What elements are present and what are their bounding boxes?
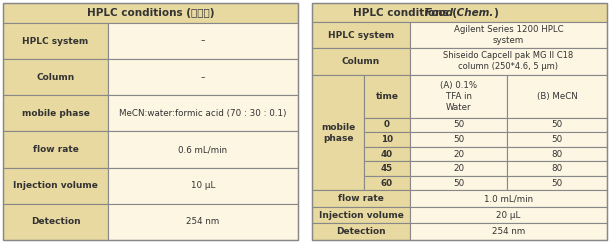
Text: (B) MeCN: (B) MeCN (537, 92, 578, 101)
Bar (364, 176, 410, 191)
Bar (312, 191, 410, 207)
Text: –: – (201, 73, 205, 82)
Bar (410, 48, 607, 75)
Bar (108, 204, 298, 240)
Bar (410, 22, 607, 48)
Text: 45: 45 (381, 164, 393, 173)
Text: 0: 0 (384, 120, 390, 130)
Bar (410, 161, 507, 176)
Bar (410, 207, 607, 224)
Bar (364, 147, 410, 161)
Bar (3, 95, 108, 131)
Bar (364, 118, 410, 132)
Text: 80: 80 (551, 164, 562, 173)
Bar (3, 168, 108, 204)
Text: Column: Column (342, 57, 380, 66)
Bar (3, 3, 298, 240)
Text: HPLC system: HPLC system (328, 31, 394, 40)
Text: 10: 10 (381, 135, 393, 144)
Text: HPLC conditions (공정서): HPLC conditions (공정서) (87, 8, 214, 18)
Text: 60: 60 (381, 179, 393, 188)
Bar (108, 59, 298, 95)
Text: 254 nm: 254 nm (187, 217, 220, 226)
Bar (3, 23, 108, 59)
Bar (108, 131, 298, 168)
Bar (410, 176, 507, 191)
Bar (3, 59, 108, 95)
Text: Column: Column (37, 73, 74, 82)
Text: 254 nm: 254 nm (492, 227, 525, 236)
Text: –: – (201, 37, 205, 46)
Bar (312, 3, 607, 22)
Bar (507, 161, 607, 176)
Text: ): ) (492, 8, 500, 18)
Bar (410, 147, 507, 161)
Bar (410, 191, 607, 207)
Text: HPLC system: HPLC system (23, 37, 88, 46)
Bar (108, 95, 298, 131)
Text: HPLC conditions (: HPLC conditions ( (353, 8, 459, 18)
Bar (410, 132, 507, 147)
Text: 20: 20 (453, 149, 464, 158)
Bar (364, 161, 410, 176)
Text: 50: 50 (453, 120, 464, 130)
Bar (312, 224, 410, 240)
Text: 50: 50 (551, 120, 562, 130)
Bar (312, 207, 410, 224)
Bar (364, 75, 410, 118)
Text: 0.6 mL/min: 0.6 mL/min (179, 145, 228, 154)
Bar (364, 132, 410, 147)
Text: flow rate: flow rate (32, 145, 79, 154)
Bar (410, 224, 607, 240)
Bar (507, 75, 607, 118)
Text: flow rate: flow rate (338, 194, 384, 203)
Text: 40: 40 (381, 149, 393, 158)
Text: 10 μL: 10 μL (191, 181, 215, 190)
Bar (507, 147, 607, 161)
Text: 50: 50 (551, 179, 562, 188)
Text: mobile
phase: mobile phase (321, 123, 355, 143)
Bar (312, 22, 410, 48)
Text: MeCN:water:formic acid (70 : 30 : 0.1): MeCN:water:formic acid (70 : 30 : 0.1) (119, 109, 287, 118)
Bar (507, 132, 607, 147)
Bar (3, 204, 108, 240)
Text: time: time (376, 92, 398, 101)
Bar (3, 3, 298, 23)
Bar (507, 118, 607, 132)
Bar (507, 176, 607, 191)
Text: 20 μL: 20 μL (497, 211, 521, 220)
Text: Detection: Detection (30, 217, 81, 226)
Text: Injection volume: Injection volume (318, 211, 403, 220)
Text: 80: 80 (551, 149, 562, 158)
Bar (108, 23, 298, 59)
Text: mobile phase: mobile phase (21, 109, 90, 118)
Text: Food Chem.: Food Chem. (425, 8, 493, 18)
Bar (410, 118, 507, 132)
Bar (312, 48, 410, 75)
Bar (312, 75, 364, 191)
Text: (A) 0.1%
TFA in
Water: (A) 0.1% TFA in Water (440, 81, 477, 112)
Text: 50: 50 (551, 135, 562, 144)
Text: Injection volume: Injection volume (13, 181, 98, 190)
Text: 50: 50 (453, 179, 464, 188)
Bar (410, 75, 507, 118)
Bar (3, 131, 108, 168)
Text: Detection: Detection (336, 227, 386, 236)
Bar (108, 168, 298, 204)
Text: 50: 50 (453, 135, 464, 144)
Text: 1.0 mL/min: 1.0 mL/min (484, 194, 533, 203)
Text: Agilent Series 1200 HPLC
system: Agilent Series 1200 HPLC system (454, 25, 563, 45)
Text: 20: 20 (453, 164, 464, 173)
Text: Shiseido Capcell pak MG II C18
column (250*4.6, 5 μm): Shiseido Capcell pak MG II C18 column (2… (443, 51, 573, 71)
Bar (312, 3, 607, 240)
